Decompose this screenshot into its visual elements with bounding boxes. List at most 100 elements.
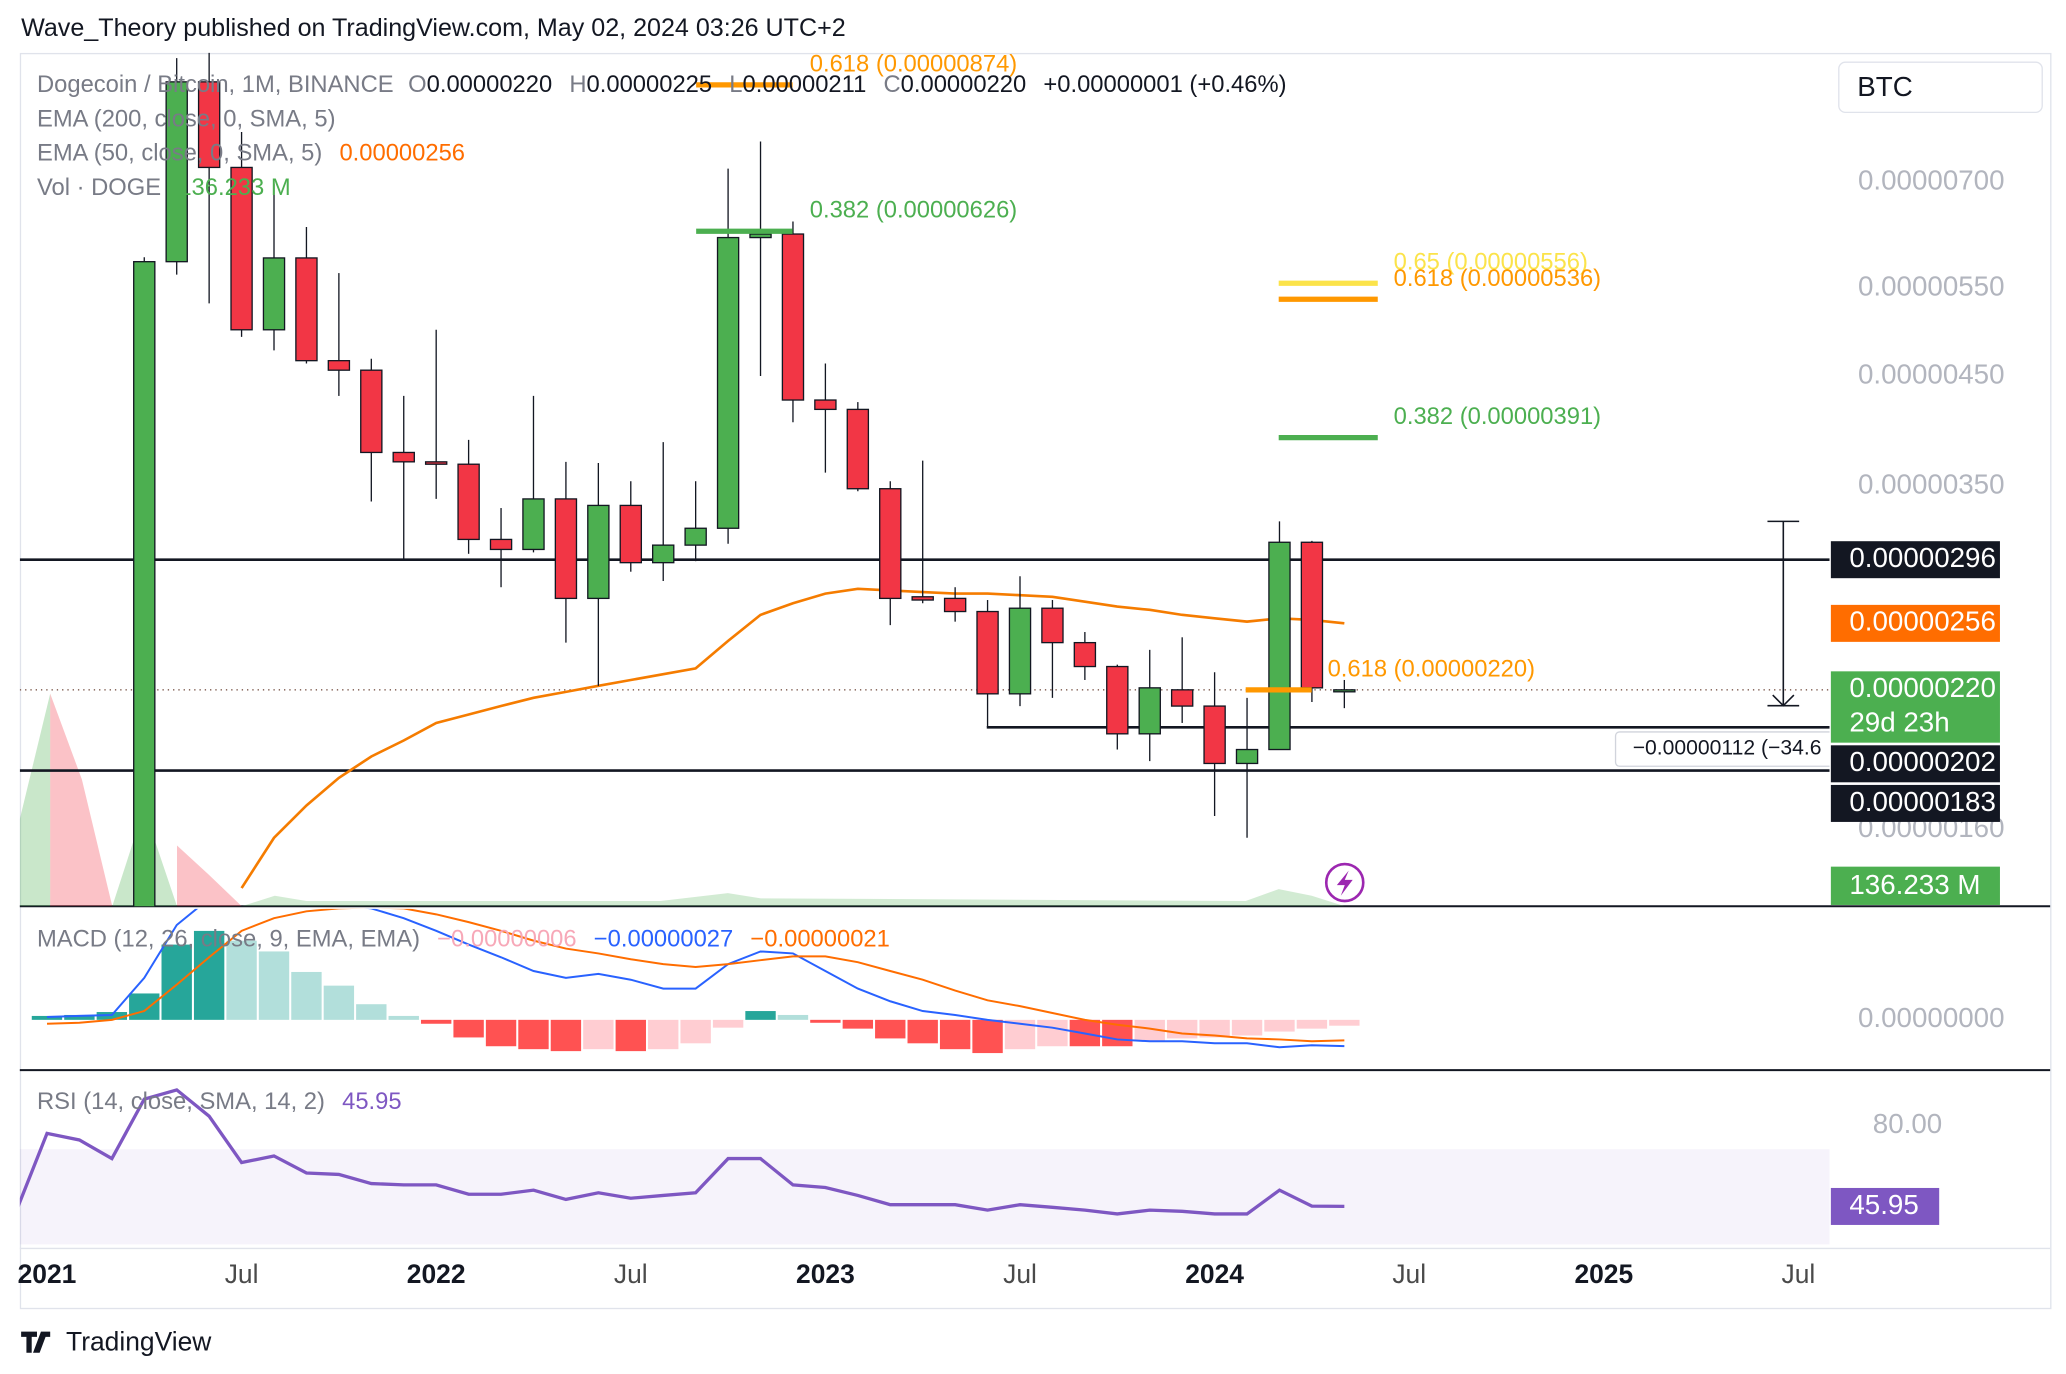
macd-histogram-bar (680, 1019, 711, 1044)
x-tick-label: 2024 (1185, 1259, 1244, 1289)
alert-icon-bolt (1336, 870, 1353, 896)
candle-body (1106, 665, 1129, 735)
macd-histogram-bar (1231, 1019, 1263, 1036)
ema200-legend: EMA (200, close, 0, SMA, 5) (37, 106, 336, 133)
macd-histogram-bar (518, 1019, 549, 1050)
macd-histogram-bar (875, 1019, 906, 1039)
fib-label: 0.618 (0.00000536) (1394, 265, 1601, 292)
candle-body (846, 408, 870, 490)
symbol-title: Dogecoin / Bitcoin, 1M, BINANCE (37, 71, 394, 98)
price-label: 0.00000296 (1849, 542, 1996, 573)
macd-histogram-bar (453, 1019, 484, 1038)
rsi-label-box (1830, 1187, 1940, 1225)
macd-pane (31, 908, 1360, 1054)
ohlc-key: L (729, 71, 742, 98)
axes: 2021 Jul 2022 Jul 2023 Jul 2024 Jul 2025 Jul 0.000… (18, 165, 2005, 1290)
fib-label: 0.618 (0.00000220) (1328, 655, 1535, 682)
candle-body (360, 369, 383, 454)
candle-body (1008, 607, 1032, 695)
macd-histogram-bar (226, 940, 257, 1020)
macd-histogram-bar (777, 1014, 809, 1020)
rsi-band (19, 1149, 1830, 1245)
volume-area (50, 693, 113, 907)
ohlc-key: O (408, 71, 427, 98)
macd-histogram-bar (1166, 1019, 1198, 1039)
ohlc-value: 0.00000220 (427, 71, 553, 98)
candle-body (716, 236, 740, 529)
macd-histogram-bar (1329, 1019, 1360, 1026)
macd-histogram-bar (972, 1019, 1003, 1054)
x-tick-label: Jul (1003, 1259, 1037, 1289)
candle-body (133, 261, 156, 907)
macd-histogram-bar (615, 1019, 646, 1052)
candle-body (976, 610, 999, 695)
x-tick-label: 2022 (407, 1259, 466, 1289)
fib-label: 0.382 (0.00000626) (810, 197, 1017, 224)
ema50-legend: EMA (50, close, 0, SMA, 5) 0.00000256 (37, 140, 465, 167)
price-label-box (1830, 671, 2000, 743)
volume-area (19, 693, 51, 907)
macd-histogram-bar (745, 1011, 776, 1020)
candle-body (392, 451, 415, 463)
macd-title: MACD (12, 26, close, 9, EMA, EMA) (37, 926, 420, 953)
macd-histogram-bar (1037, 1019, 1068, 1047)
volume-label-box (1830, 866, 2000, 905)
fib-label: 0.382 (0.00000391) (1394, 403, 1601, 430)
candle-body (1041, 607, 1064, 644)
y-tick-label: 0.00000550 (1858, 270, 2005, 301)
macd-histogram-bar (1264, 1019, 1295, 1032)
candle-body (489, 538, 513, 551)
symbol-box[interactable] (1838, 61, 2043, 114)
macd-hist-value: −0.00000006 (437, 926, 576, 953)
volume-value: 136.233 M (178, 174, 290, 201)
macd-histogram-bar (1134, 1019, 1165, 1042)
macd-signal-value: −0.00000021 (750, 926, 889, 953)
price-label: 0.00000220 (1849, 672, 1996, 703)
macd-histogram-bar (420, 1019, 452, 1024)
macd-histogram-bar (939, 1019, 971, 1050)
ema50-name: EMA (50, close, 0, SMA, 5) (37, 140, 322, 167)
rsi-line (19, 1088, 1345, 1216)
macd-histogram-bar (258, 951, 290, 1020)
volume-legend: Vol · DOGE 136.233 M (37, 174, 291, 201)
ohlc-value: 0.00000225 (587, 71, 713, 98)
candle-body (814, 399, 837, 411)
candle-body (327, 360, 351, 371)
macd-histogram-bar (388, 1015, 419, 1020)
symbol-box-label[interactable]: BTC (1857, 71, 1912, 102)
macd-histogram-bar (31, 1015, 63, 1020)
macd-legend: MACD (12, 26, close, 9, EMA, EMA) −0.000… (37, 926, 890, 953)
candle-body (457, 463, 480, 541)
fib-label: 0.65 (0.00000556) (1394, 249, 1588, 276)
volume-label: 136.233 M (1849, 869, 1980, 900)
macd-histogram-bar (64, 1014, 95, 1020)
price-label-box (1830, 784, 2000, 822)
candle-body (1203, 705, 1226, 765)
macd-line-value: −0.00000027 (594, 926, 733, 953)
macd-histogram-bar (356, 1004, 387, 1020)
candle-body (554, 498, 578, 600)
fib-label: 0.618 (0.00000874) (810, 50, 1017, 77)
candle-body (262, 257, 286, 331)
volume-area (177, 845, 242, 907)
rsi-label: 45.95 (1849, 1189, 1918, 1220)
ohlc-key: H (569, 71, 586, 98)
measure-box (1614, 731, 1830, 767)
symbol-legend: Dogecoin / Bitcoin, 1M, BINANCE O0.00000… (37, 71, 1287, 98)
candle-body (651, 544, 675, 564)
candle-body (781, 233, 805, 401)
volume-area (241, 889, 1345, 907)
macd-histogram-bar (193, 930, 225, 1020)
publisher: Wave_Theory published on TradingView.com… (21, 14, 846, 42)
rsi-legend: RSI (14, close, SMA, 14, 2) 45.95 (37, 1088, 402, 1115)
candle-body (424, 461, 448, 465)
price-label: 0.00000256 (1849, 606, 1996, 637)
candle-body (684, 527, 707, 546)
candle-body (1268, 541, 1291, 751)
price-label-box (1830, 541, 2000, 579)
candle-body (197, 81, 221, 169)
price-pane: 0.618 (0.00000874) 0.382 (0.00000626) 0.65… (19, 50, 1830, 907)
ohlc-value: 0.00000211 (743, 71, 867, 98)
